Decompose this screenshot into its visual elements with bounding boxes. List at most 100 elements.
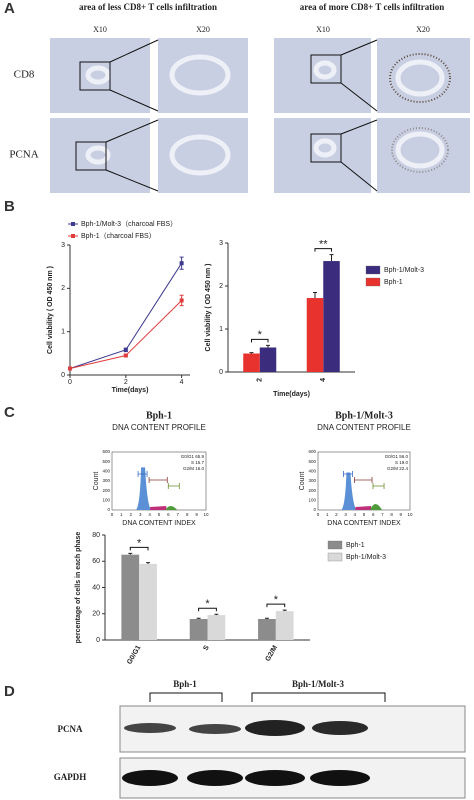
index-tick: 2 — [335, 512, 338, 517]
x-tick-label: S — [202, 644, 211, 652]
count-tick: 0 — [107, 507, 110, 512]
legend-label: Bph-1/Molt-3 — [346, 554, 386, 561]
x-tick-label: 4 — [180, 379, 184, 386]
index-tick: 0 — [317, 512, 320, 517]
legend-swatch — [365, 265, 381, 275]
blot-label: GAPDH — [54, 772, 87, 782]
profile-stat: G0/G1 56.0 — [385, 454, 409, 459]
count-tick: 0 — [313, 507, 316, 512]
bar — [243, 353, 260, 372]
sig-bracket — [266, 603, 286, 608]
panel-label: A — [4, 0, 15, 17]
bar — [207, 615, 226, 640]
s-phase — [355, 506, 372, 510]
sig-bracket — [250, 338, 269, 343]
y-tick-label: 1 — [61, 329, 65, 336]
x-tick-label: G0/G1 — [126, 644, 142, 665]
index-tick: 6 — [167, 512, 170, 517]
index-tick: 9 — [195, 512, 198, 517]
index-tick: 7 — [177, 512, 180, 517]
index-tick: 0 — [111, 512, 114, 517]
mag-label: X20 — [196, 25, 210, 34]
index-tick: 3 — [139, 512, 142, 517]
point — [179, 298, 184, 303]
count-tick: 100 — [102, 498, 110, 503]
index-label: DNA CONTENT INDEX — [122, 520, 196, 527]
index-tick: 9 — [400, 512, 403, 517]
micrographs — [50, 38, 470, 193]
series-line — [69, 262, 183, 369]
mag-label: X10 — [93, 25, 107, 34]
error-bar — [264, 617, 269, 619]
index-tick: 1 — [326, 512, 329, 517]
gate — [372, 483, 385, 489]
count-tick: 600 — [102, 449, 110, 454]
legend-swatch — [327, 540, 343, 550]
x-tick-label: 4 — [320, 378, 327, 382]
bar — [275, 611, 294, 640]
legend-label: Bph-1 — [384, 279, 403, 286]
panel-label: B — [4, 198, 15, 215]
index-tick: 4 — [354, 512, 357, 517]
y-axis-label: Cell viability ( OD 450 nm ) — [47, 266, 54, 354]
y-tick-label: 1 — [219, 326, 223, 333]
mag-label: X20 — [416, 25, 430, 34]
count-tick: 600 — [308, 449, 316, 454]
index-tick: 5 — [158, 512, 161, 517]
mag-label: X10 — [316, 25, 330, 34]
gate — [137, 471, 148, 477]
y-tick-label: 60 — [92, 558, 100, 565]
count-tick: 400 — [308, 469, 316, 474]
legend-label: Bph-1 — [346, 542, 365, 549]
legend-label: Bph-1（charcoal FBS） — [81, 232, 156, 240]
y-tick-label: 2 — [219, 283, 223, 290]
index-label: DNA CONTENT INDEX — [327, 520, 401, 527]
group-header: area of more CD8+ T cells infiltration — [300, 2, 444, 12]
g2-peak — [165, 506, 178, 510]
bar — [139, 563, 157, 640]
profile-stat: G0/G1 65.9 — [181, 454, 205, 459]
error-bar — [196, 617, 201, 619]
y-tick-label: 80 — [92, 532, 100, 539]
index-tick: 7 — [381, 512, 384, 517]
point — [68, 366, 72, 371]
y-axis-label: percentage of cells in each phase — [75, 532, 82, 644]
x-axis-label: Time(days) — [112, 387, 149, 394]
x-axis-label: Time(days) — [273, 391, 310, 398]
point — [179, 261, 184, 266]
index-tick: 8 — [390, 512, 393, 517]
count-label: Count — [299, 472, 306, 491]
sig-marker: ** — [319, 239, 328, 251]
sig-bracket — [198, 607, 217, 612]
count-tick: 300 — [102, 478, 110, 483]
error-bar — [329, 254, 334, 262]
y-tick-label: 40 — [92, 584, 100, 591]
index-tick: 5 — [363, 512, 366, 517]
count-tick: 200 — [102, 488, 110, 493]
bar — [189, 619, 208, 640]
profile-title: DNA CONTENT PROFILE — [112, 423, 206, 432]
legend-label: Bph-1/Molt-3（charcoal FBS） — [81, 220, 177, 228]
lane-group: Bph-1 — [173, 679, 197, 689]
count-tick: 100 — [308, 498, 316, 503]
profile-name: Bph-1 — [146, 410, 172, 421]
y-tick-label: 0 — [96, 637, 100, 644]
panel-label: C — [4, 404, 15, 421]
x-tick-label: G2/M — [265, 644, 280, 662]
count-tick: 500 — [308, 459, 316, 464]
panel-label: D — [4, 683, 15, 700]
g1-peak — [341, 472, 357, 510]
gate — [167, 483, 180, 489]
index-tick: 2 — [130, 512, 133, 517]
legend-swatch — [327, 552, 343, 562]
legend-label: Bph-1/Molt-3 — [384, 267, 424, 274]
g2-peak — [370, 504, 383, 510]
y-tick-label: 0 — [61, 372, 65, 379]
lane-group: Bph-1/Molt-3 — [292, 679, 345, 689]
y-tick-label: 3 — [61, 242, 65, 249]
row-label: CD8 — [14, 69, 35, 81]
y-tick-label: 3 — [219, 240, 223, 247]
count-tick: 400 — [102, 469, 110, 474]
group-header: area of less CD8+ T cells infiltration — [79, 2, 217, 12]
